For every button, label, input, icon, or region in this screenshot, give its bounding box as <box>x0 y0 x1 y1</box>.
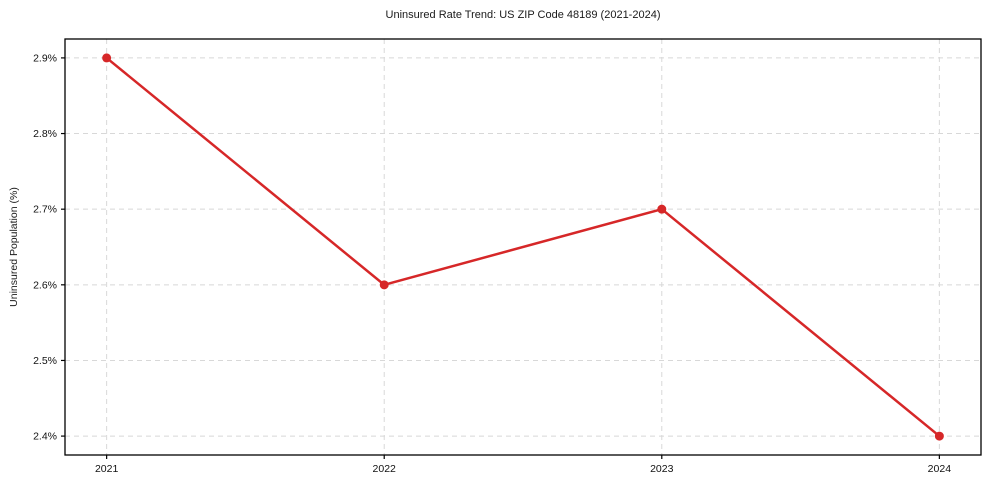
x-tick-label: 2021 <box>95 463 119 475</box>
chart-title: Uninsured Rate Trend: US ZIP Code 48189 … <box>385 9 661 21</box>
data-point <box>657 204 667 214</box>
data-point <box>379 280 389 290</box>
x-tick-label: 2022 <box>373 463 397 475</box>
trend-line <box>105 56 941 438</box>
y-tick-label: 2.5% <box>33 355 57 367</box>
y-tick-label: 2.6% <box>33 279 57 291</box>
y-tick-label: 2.9% <box>33 52 57 64</box>
y-tick-label: 2.8% <box>33 128 57 140</box>
y-tick-label: 2.7% <box>33 204 57 216</box>
data-point <box>934 431 944 441</box>
data-point <box>102 53 112 63</box>
x-tick-label: 2023 <box>650 463 674 475</box>
y-tick-label: 2.4% <box>33 431 57 443</box>
plot-frame <box>64 38 982 456</box>
x-tick-label: 2024 <box>928 463 952 475</box>
